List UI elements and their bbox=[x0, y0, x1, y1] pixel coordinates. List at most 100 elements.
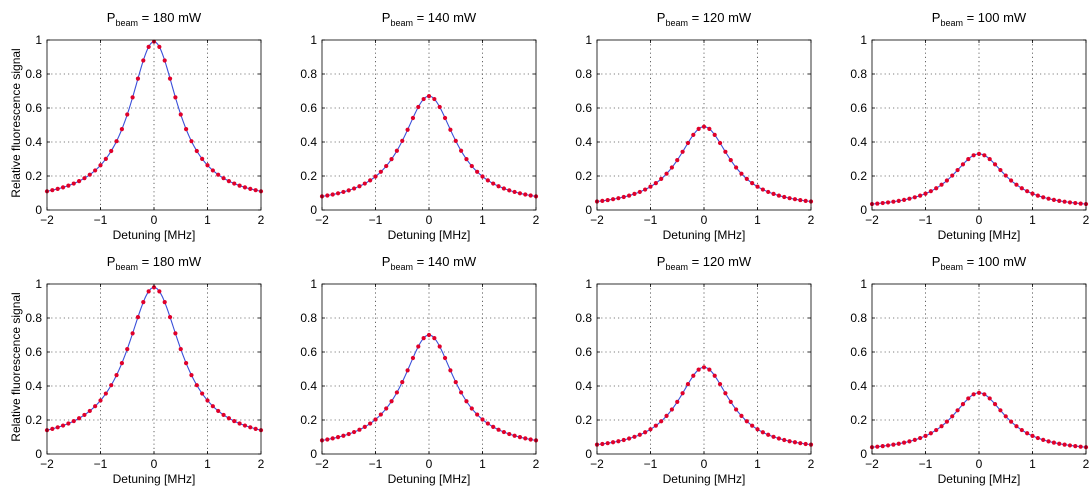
grid bbox=[872, 40, 1086, 210]
data-point bbox=[966, 396, 971, 401]
data-point bbox=[352, 186, 357, 191]
y-tick-label: 1 bbox=[585, 33, 592, 47]
x-axis-label: Detuning [MHz] bbox=[113, 228, 196, 242]
data-point bbox=[507, 431, 512, 437]
data-point bbox=[496, 427, 501, 432]
data-point bbox=[442, 355, 448, 361]
y-tick-label: 0.2 bbox=[575, 169, 592, 183]
y-tick-label: 0.8 bbox=[300, 311, 317, 325]
x-axis-label: Detuning [MHz] bbox=[938, 228, 1021, 242]
data-point bbox=[357, 184, 362, 189]
data-point bbox=[707, 126, 712, 131]
x-tick-label: 0 bbox=[701, 213, 708, 227]
data-point bbox=[955, 167, 960, 173]
x-tick-label: −1 bbox=[369, 213, 383, 227]
y-tick-label: 1 bbox=[35, 33, 42, 47]
data-point bbox=[971, 392, 976, 397]
x-tick-label: 1 bbox=[1029, 213, 1036, 227]
grid bbox=[872, 284, 1086, 454]
data-point bbox=[707, 367, 712, 372]
data-point bbox=[717, 382, 723, 387]
x-tick-label: 0 bbox=[976, 457, 983, 471]
title-subscript: beam bbox=[665, 262, 688, 272]
data-point bbox=[1041, 195, 1046, 200]
data-point bbox=[1014, 182, 1019, 187]
data-point bbox=[394, 390, 399, 395]
data-point bbox=[405, 127, 410, 132]
data-point bbox=[528, 193, 533, 198]
data-point bbox=[162, 58, 167, 63]
data-point bbox=[875, 444, 880, 449]
data-point bbox=[373, 174, 378, 179]
data-point bbox=[523, 192, 528, 197]
data-point bbox=[157, 44, 162, 49]
data-point bbox=[210, 168, 215, 173]
subplot-title: Pbeam = 100 mW bbox=[932, 254, 1027, 272]
data-point bbox=[378, 412, 383, 417]
data-point bbox=[1041, 437, 1046, 442]
data-point bbox=[992, 162, 998, 167]
data-point bbox=[221, 176, 226, 181]
data-point bbox=[960, 162, 966, 167]
x-tick-label: −2 bbox=[590, 457, 604, 471]
data-point bbox=[982, 153, 987, 158]
data-point bbox=[659, 176, 664, 181]
data-point bbox=[755, 427, 760, 432]
data-point bbox=[696, 367, 701, 372]
data-point bbox=[643, 187, 648, 192]
data-point bbox=[966, 156, 971, 162]
data-point bbox=[200, 391, 205, 396]
x-tick-label: 2 bbox=[258, 213, 265, 227]
data-point bbox=[125, 112, 130, 117]
data-point bbox=[701, 365, 707, 370]
data-point bbox=[352, 429, 357, 435]
data-point bbox=[939, 182, 944, 187]
data-point bbox=[675, 399, 680, 404]
data-point bbox=[712, 373, 717, 378]
x-tick-label: −2 bbox=[315, 457, 329, 471]
data-point bbox=[194, 148, 199, 154]
data-point bbox=[664, 171, 669, 176]
data-point bbox=[480, 417, 485, 422]
subplot-title: Pbeam = 140 mW bbox=[382, 10, 477, 28]
data-point bbox=[1030, 433, 1035, 438]
data-point bbox=[416, 104, 421, 110]
data-point bbox=[325, 437, 330, 442]
data-point bbox=[944, 419, 950, 424]
data-point bbox=[426, 332, 432, 338]
data-point bbox=[87, 408, 92, 414]
data-point bbox=[346, 188, 351, 193]
data-point bbox=[734, 407, 739, 412]
title-power: = 100 mW bbox=[963, 10, 1027, 25]
y-tick-label: 0 bbox=[860, 447, 867, 461]
data-point bbox=[600, 441, 605, 447]
grid bbox=[47, 284, 261, 454]
data-point bbox=[934, 186, 939, 191]
data-point bbox=[528, 437, 533, 442]
title-power: = 140 mW bbox=[413, 254, 477, 269]
y-tick-label: 0.2 bbox=[25, 413, 42, 427]
data-point bbox=[335, 191, 341, 196]
x-tick-label: −2 bbox=[865, 213, 879, 227]
data-point bbox=[760, 187, 765, 192]
data-point bbox=[205, 398, 210, 403]
grid bbox=[322, 284, 536, 454]
data-point bbox=[453, 138, 458, 144]
data-point bbox=[135, 314, 141, 320]
data-point bbox=[178, 112, 183, 117]
data-point bbox=[50, 426, 55, 431]
data-point bbox=[341, 433, 346, 438]
data-point bbox=[918, 435, 923, 441]
y-tick-label: 0.8 bbox=[25, 67, 42, 81]
data-point bbox=[627, 436, 632, 441]
data-point bbox=[103, 391, 108, 396]
data-point bbox=[1078, 444, 1083, 449]
data-point bbox=[173, 331, 178, 336]
data-point bbox=[1003, 173, 1008, 178]
data-point bbox=[637, 432, 642, 437]
x-tick-label: −1 bbox=[94, 457, 108, 471]
data-point bbox=[696, 126, 701, 131]
data-point bbox=[701, 124, 707, 129]
y-tick-label: 0.4 bbox=[300, 135, 317, 149]
data-point bbox=[766, 432, 771, 437]
